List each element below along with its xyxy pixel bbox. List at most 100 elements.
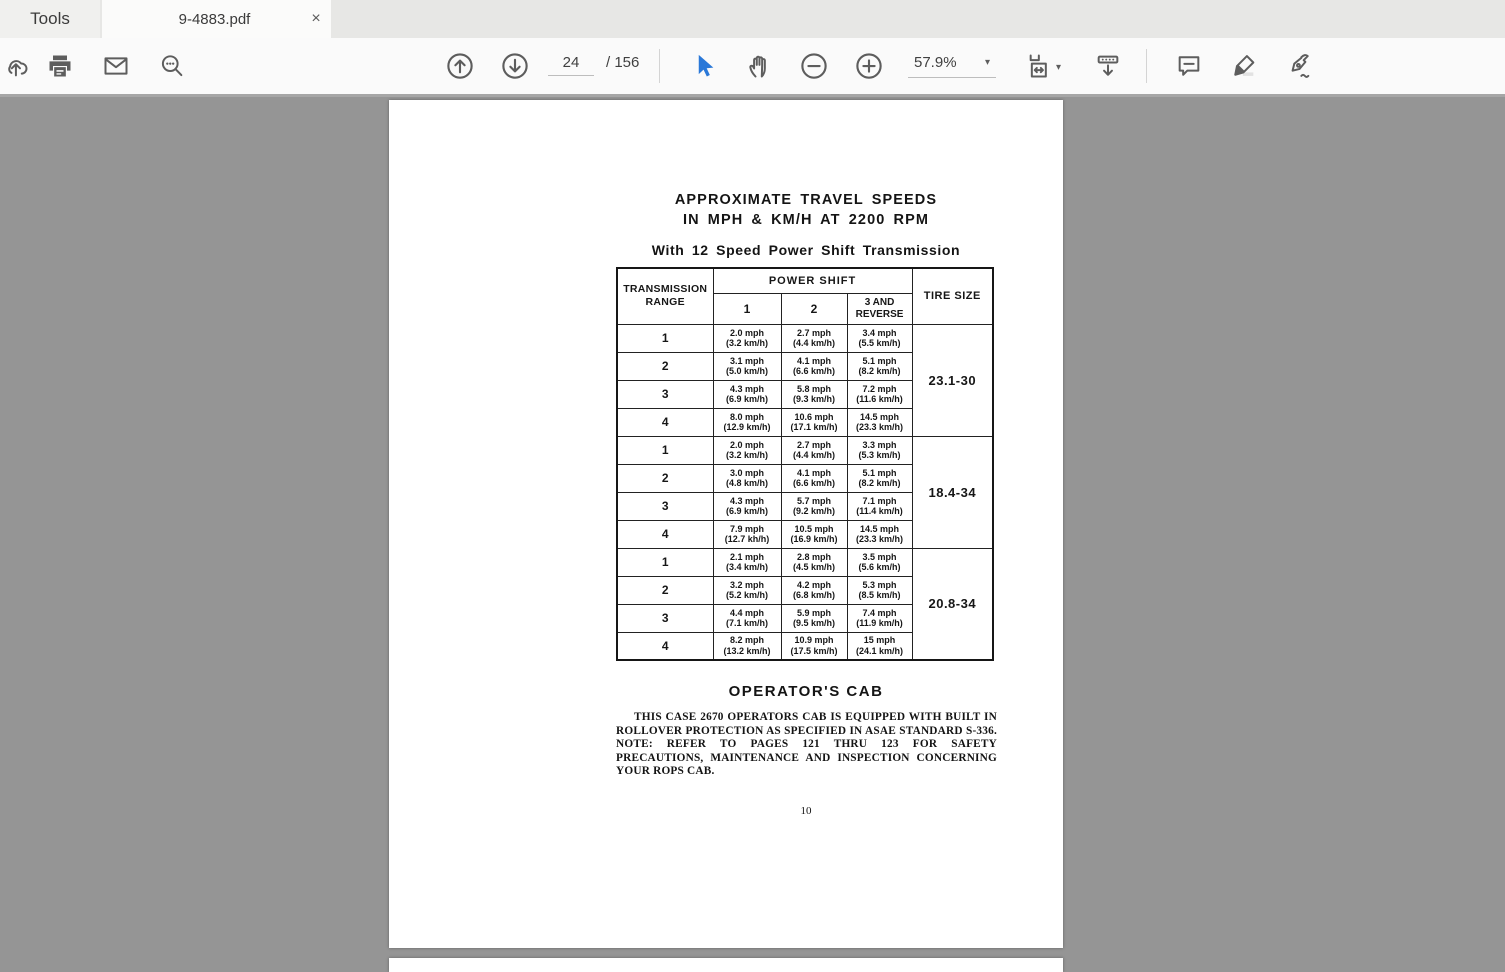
scrolling-mode-icon xyxy=(1097,55,1119,76)
header-shift-2: 2 xyxy=(780,292,848,325)
page-subtitle: With 12 Speed Power Shift Transmission xyxy=(651,242,961,258)
tab-tools[interactable]: Tools xyxy=(0,0,100,38)
speed-cell: 2.8 mph (4.5 km/h) xyxy=(780,547,848,577)
speed-cell: 10.9 mph (17.5 km/h) xyxy=(780,631,848,661)
range-cell: 4 xyxy=(616,407,714,437)
page-number-input[interactable] xyxy=(548,52,594,76)
next-page-button[interactable] xyxy=(497,48,533,84)
comment-button[interactable] xyxy=(1171,48,1207,84)
tab-tools-label: Tools xyxy=(30,9,70,28)
speed-cell: 14.5 mph (23.3 km/h) xyxy=(846,407,913,437)
range-cell: 1 xyxy=(616,547,714,577)
print-icon xyxy=(49,55,71,77)
table-row: 3 4.3 mph (6.9 km/h) 5.7 mph (9.2 km/h) 7.… xyxy=(616,491,993,521)
range-cell: 4 xyxy=(616,631,714,661)
speed-cell: 3.0 mph (4.8 km/h) xyxy=(712,463,782,493)
share-button[interactable] xyxy=(2,48,38,84)
speed-cell: 4.3 mph (6.9 km/h) xyxy=(712,491,782,521)
table-row: 1 2.0 mph (3.2 km/h) 2.7 mph (4.4 km/h) 3.… xyxy=(616,435,994,549)
travel-speeds-table: TRANSMISSION RANGE POWER SHIFT TIRE SIZE… xyxy=(616,267,995,661)
toolbar-divider xyxy=(659,49,660,83)
title-line-1: APPROXIMATE TRAVEL SPEEDS xyxy=(674,192,938,208)
highlight-button[interactable] xyxy=(1226,48,1262,84)
hand-tool-button[interactable] xyxy=(741,48,777,84)
pdf-page-24: APPROXIMATE TRAVEL SPEEDS IN MPH & KM/H … xyxy=(389,100,1063,948)
tire-size-cell: 18.4-34 xyxy=(911,435,994,549)
table-row: 1 2.1 mph (3.4 km/h) 2.8 mph (4.5 km/h) 3.… xyxy=(616,547,994,661)
fit-options-chevron-icon[interactable]: ▾ xyxy=(1056,62,1062,73)
operators-cab-heading: OPERATOR'S CAB xyxy=(728,683,884,700)
toolbar-divider xyxy=(1146,49,1147,83)
speed-cell: 7.9 mph (12.7 kh/h) xyxy=(712,519,782,549)
header-shift-1: 1 xyxy=(712,292,782,325)
close-icon[interactable]: × xyxy=(311,10,321,27)
speed-cell: 8.0 mph (12.9 km/h) xyxy=(712,407,782,437)
table-row: 2 3.2 mph (5.2 km/h) 4.2 mph (6.8 km/h) 5.… xyxy=(616,575,993,605)
speed-cell: 3.2 mph (5.2 km/h) xyxy=(712,575,782,605)
speed-cell: 2.1 mph (3.4 km/h) xyxy=(712,547,782,577)
speed-cell: 5.3 mph (8.5 km/h) xyxy=(846,575,913,605)
print-button[interactable] xyxy=(42,48,78,84)
table-row: 3 4.3 mph (6.9 km/h) 5.8 mph (9.3 km/h) 7.… xyxy=(616,379,993,409)
speed-cell: 5.1 mph (8.2 km/h) xyxy=(846,463,913,493)
email-icon xyxy=(104,57,128,75)
operators-cab-paragraph: THIS CASE 2670 OPERATORS CAB IS EQUIPPED… xyxy=(616,711,997,778)
chevron-down-icon: ▾ xyxy=(984,57,990,68)
speed-cell: 5.9 mph (9.5 km/h) xyxy=(780,603,848,633)
speed-cell: 5.1 mph (8.2 km/h) xyxy=(846,351,913,381)
range-cell: 3 xyxy=(616,491,714,521)
table-row: 4 8.2 mph (13.2 km/h) 10.9 mph (17.5 km/h)… xyxy=(616,631,993,661)
highlight-icon xyxy=(1234,55,1255,76)
range-cell: 2 xyxy=(616,351,714,381)
tab-document[interactable]: 9-4883.pdf × xyxy=(102,0,331,38)
page-down-icon xyxy=(502,53,528,79)
speed-cell: 7.1 mph (11.4 km/h) xyxy=(846,491,913,521)
zoom-in-icon xyxy=(856,53,882,79)
table-row: 1 2.0 mph (3.2 km/h) 2.7 mph (4.4 km/h) 3.… xyxy=(616,323,994,437)
speed-cell: 14.5 mph (23.3 km/h) xyxy=(846,519,913,549)
previous-page-button[interactable] xyxy=(442,48,478,84)
pdf-page-25-edge xyxy=(389,958,1063,972)
speed-cell: 10.5 mph (16.9 km/h) xyxy=(780,519,848,549)
speed-cell: 2.0 mph (3.2 km/h) xyxy=(712,323,782,353)
header-power-shift: POWER SHIFT xyxy=(712,267,913,294)
tire-size-cell: 23.1-30 xyxy=(911,323,994,437)
range-cell: 3 xyxy=(616,379,714,409)
table-row: 4 8.0 mph (12.9 km/h) 10.6 mph (17.1 km/h)… xyxy=(616,407,993,437)
select-tool-icon xyxy=(698,54,714,77)
search-icon xyxy=(161,55,183,77)
speed-cell: 3.5 mph (5.6 km/h) xyxy=(846,547,913,577)
range-cell: 2 xyxy=(616,463,714,493)
find-button[interactable] xyxy=(154,48,190,84)
fit-width-button[interactable] xyxy=(1022,48,1058,84)
header-transmission-range: TRANSMISSION RANGE xyxy=(616,267,714,325)
range-cell: 3 xyxy=(616,603,714,633)
email-button[interactable] xyxy=(98,48,134,84)
speed-cell: 2.0 mph (3.2 km/h) xyxy=(712,435,782,465)
header-tire-size: TIRE SIZE xyxy=(911,267,994,325)
speed-cell: 5.7 mph (9.2 km/h) xyxy=(780,491,848,521)
hand-tool-icon xyxy=(749,55,766,78)
zoom-level-dropdown[interactable]: 57.9% ▾ xyxy=(908,52,996,78)
table-row: 2 3.1 mph (5.0 km/h) 4.1 mph (6.6 km/h) 5.… xyxy=(616,351,993,381)
zoom-out-button[interactable] xyxy=(796,48,832,84)
fit-width-icon xyxy=(1029,54,1047,78)
zoom-out-icon xyxy=(801,53,827,79)
zoom-in-button[interactable] xyxy=(851,48,887,84)
comment-icon xyxy=(1178,56,1200,76)
range-cell: 1 xyxy=(616,323,714,353)
tire-size-cell: 20.8-34 xyxy=(911,547,994,661)
scrolling-mode-button[interactable] xyxy=(1090,48,1126,84)
title-line-2: IN MPH & KM/H AT 2200 RPM xyxy=(682,212,930,228)
speed-cell: 5.8 mph (9.3 km/h) xyxy=(780,379,848,409)
page-folio-number: 10 xyxy=(800,805,812,817)
document-tab-title: 9-4883.pdf xyxy=(178,10,251,28)
speed-cell: 7.2 mph (11.6 km/h) xyxy=(846,379,913,409)
speed-cell: 3.1 mph (5.0 km/h) xyxy=(712,351,782,381)
select-tool-button[interactable] xyxy=(686,48,722,84)
main-toolbar: / 156 57.9% ▾ ▾ xyxy=(0,38,1505,97)
header-shift-3-reverse: 3 AND REVERSE xyxy=(846,292,913,325)
speed-cell: 4.1 mph (6.6 km/h) xyxy=(780,463,848,493)
sign-button[interactable] xyxy=(1281,48,1317,84)
speed-cell: 4.4 mph (7.1 km/h) xyxy=(712,603,782,633)
